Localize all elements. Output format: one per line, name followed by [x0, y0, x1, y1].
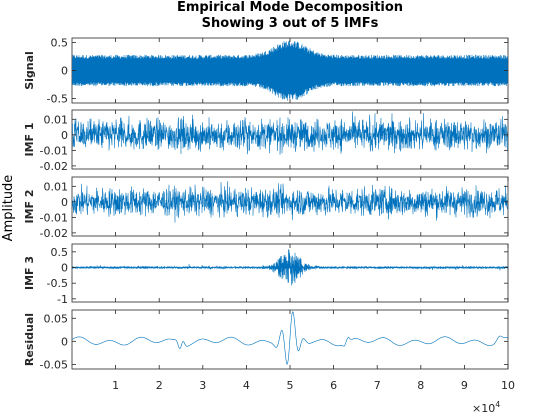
title-line-2: Showing 3 out of 5 IMFs — [201, 16, 379, 31]
x-tick-label: 1 — [112, 379, 119, 392]
y-tick-label: -0.01 — [40, 211, 68, 224]
y-tick-label: 0.5 — [51, 36, 69, 49]
series-line — [72, 249, 508, 286]
x-tick-label: 10 — [501, 379, 515, 392]
y-tick-label: -0.5 — [47, 277, 68, 290]
title-line-1: Empirical Mode Decomposition — [176, 0, 404, 15]
x-tick-label: 4 — [243, 379, 250, 392]
panel-1: 0.5 0 -0.5 Signal — [23, 36, 509, 106]
panel-3: 0.01 0 -0.01 -0.02 IMF 2 — [23, 176, 509, 240]
y-tick-label: 0 — [61, 196, 68, 209]
y-tick-label: 0.5 — [51, 246, 69, 259]
series-line — [72, 111, 508, 155]
series-line — [72, 40, 508, 101]
axes-box — [71, 243, 509, 303]
series-line — [72, 181, 508, 223]
y-tick-label: -0.02 — [40, 160, 68, 173]
y-tick-label: 0 — [61, 262, 68, 275]
x-tick-label: 3 — [199, 379, 206, 392]
x-multiplier-label: ×104 — [472, 400, 500, 415]
panel-ylabel: IMF 3 — [23, 256, 36, 290]
panel-2: 0.01 0 -0.01 -0.02 IMF 1 — [23, 109, 509, 173]
panel-ylabel: IMF 1 — [23, 122, 36, 156]
y-tick-label: 0 — [61, 65, 68, 78]
chart-title: Empirical Mode Decomposition Showing 3 o… — [72, 0, 508, 32]
x-tick-label: 9 — [461, 379, 468, 392]
x-tick-label: 7 — [374, 379, 381, 392]
panel-ylabel: IMF 2 — [23, 189, 36, 223]
y-tick-label: 0.01 — [44, 180, 69, 193]
y-tick-label: 0.05 — [44, 312, 69, 325]
y-tick-label: -1 — [57, 293, 68, 306]
x-tick-label: 5 — [287, 379, 294, 392]
y-tick-label: -0.5 — [47, 93, 68, 106]
panel-5: 0.05 0 -0.05 Residual — [23, 309, 509, 371]
series-line — [71, 311, 508, 365]
panel-ylabel: Signal — [23, 51, 36, 90]
panel-4: 0.5 0 -0.5 -1 IMF 3 — [23, 243, 509, 306]
y-tick-label: 0 — [61, 129, 68, 142]
y-tick-label: 0 — [61, 335, 68, 348]
y-tick-label: 0.01 — [44, 113, 69, 126]
y-tick-label: -0.02 — [40, 227, 68, 240]
x-tick-label: 6 — [330, 379, 337, 392]
y-tick-label: -0.01 — [40, 144, 68, 157]
panel-ylabel: Residual — [23, 313, 36, 366]
x-tick-label: 2 — [156, 379, 163, 392]
y-tick-label: -0.05 — [40, 358, 68, 371]
x-tick-label: 8 — [417, 379, 424, 392]
